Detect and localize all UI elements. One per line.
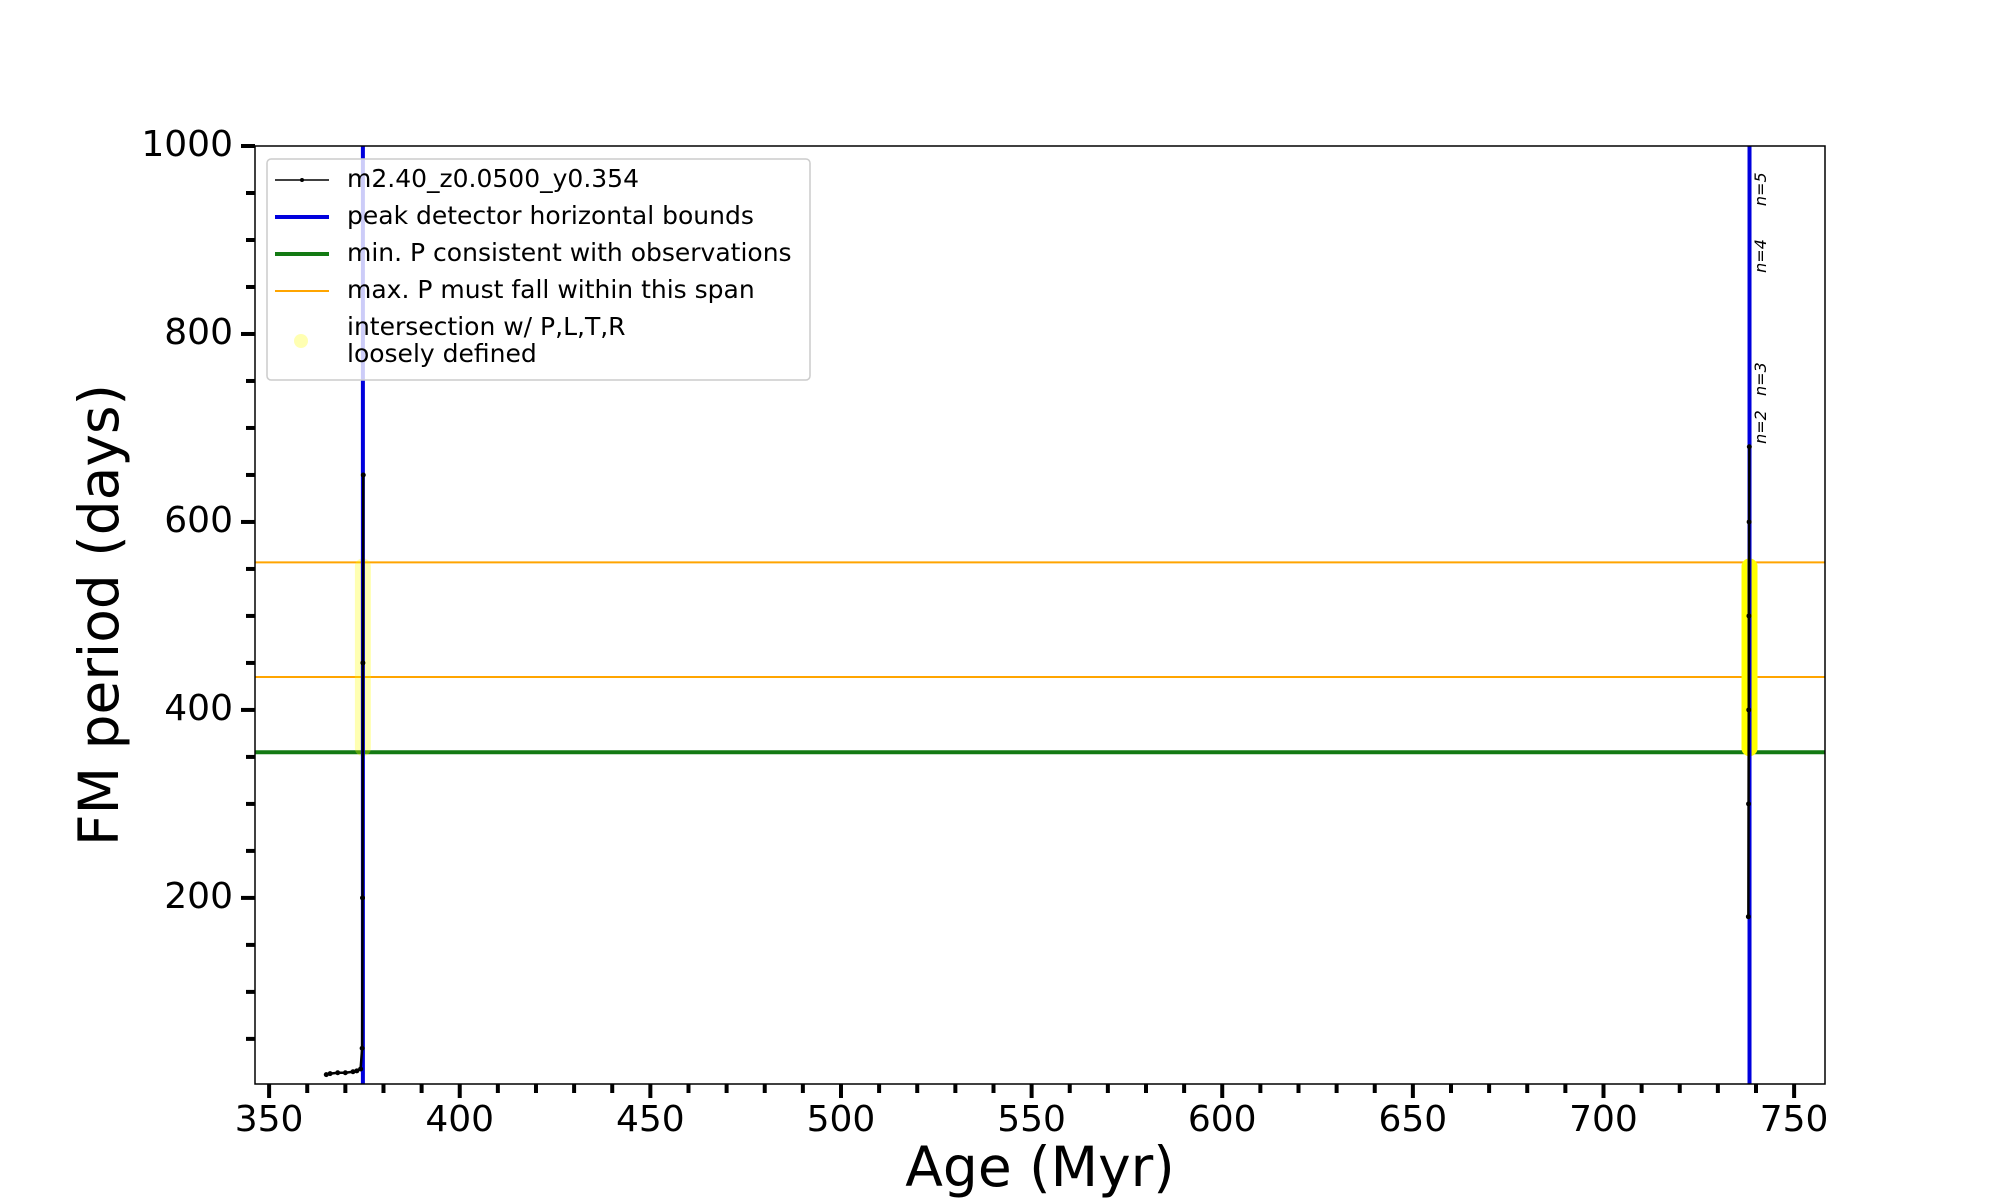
series-point (359, 1045, 365, 1051)
legend-label: loosely defined (347, 339, 537, 368)
y-tick-label: 400 (164, 688, 233, 729)
x-tick-label: 750 (1760, 1099, 1829, 1140)
legend-marker (300, 178, 304, 182)
annotation: n=2 (1751, 410, 1770, 444)
series-point (1746, 613, 1752, 619)
legend-marker (294, 334, 308, 348)
series-point (1746, 519, 1752, 525)
series-point (335, 1070, 341, 1076)
x-tick-label: 350 (235, 1099, 304, 1140)
x-tick-label: 450 (616, 1099, 685, 1140)
series-point (323, 1072, 329, 1078)
x-axis-label: Age (Myr) (905, 1135, 1174, 1199)
x-tick-label: 500 (807, 1099, 876, 1140)
series-point (1746, 801, 1752, 807)
legend-label: max. P must fall within this span (347, 275, 755, 304)
legend-label: min. P consistent with observations (347, 238, 792, 267)
y-tick-label: 600 (164, 500, 233, 541)
y-tick-label: 1000 (141, 124, 233, 165)
legend-label: m2.40_z0.0500_y0.354 (347, 164, 639, 193)
series-point (1746, 444, 1752, 450)
series-point (360, 472, 366, 478)
x-tick-label: 550 (997, 1099, 1066, 1140)
plot-area (255, 146, 1825, 1084)
series-point (360, 660, 366, 666)
series-point (358, 1066, 364, 1072)
annotation: n=3 (1751, 362, 1770, 396)
x-tick-label: 400 (425, 1099, 494, 1140)
x-tick-label: 600 (1188, 1099, 1257, 1140)
annotation: n=4 (1751, 239, 1770, 273)
series-point (342, 1070, 348, 1076)
series-point (350, 1069, 356, 1075)
annotation: n=5 (1751, 172, 1770, 206)
y-tick-label: 200 (164, 876, 233, 917)
series-point (327, 1071, 333, 1077)
legend-box (266, 158, 811, 381)
y-tick-label: 800 (164, 312, 233, 353)
series-point (1746, 707, 1752, 713)
x-tick-label: 650 (1379, 1099, 1448, 1140)
y-axis-label: FM period (days) (67, 384, 131, 846)
legend-label: peak detector horizontal bounds (347, 201, 754, 230)
series-point (1745, 914, 1751, 920)
series-point (354, 1068, 360, 1074)
legend-label: intersection w/ P,L,T,R (347, 312, 626, 341)
x-tick-label: 700 (1569, 1099, 1638, 1140)
series-point (360, 895, 366, 901)
